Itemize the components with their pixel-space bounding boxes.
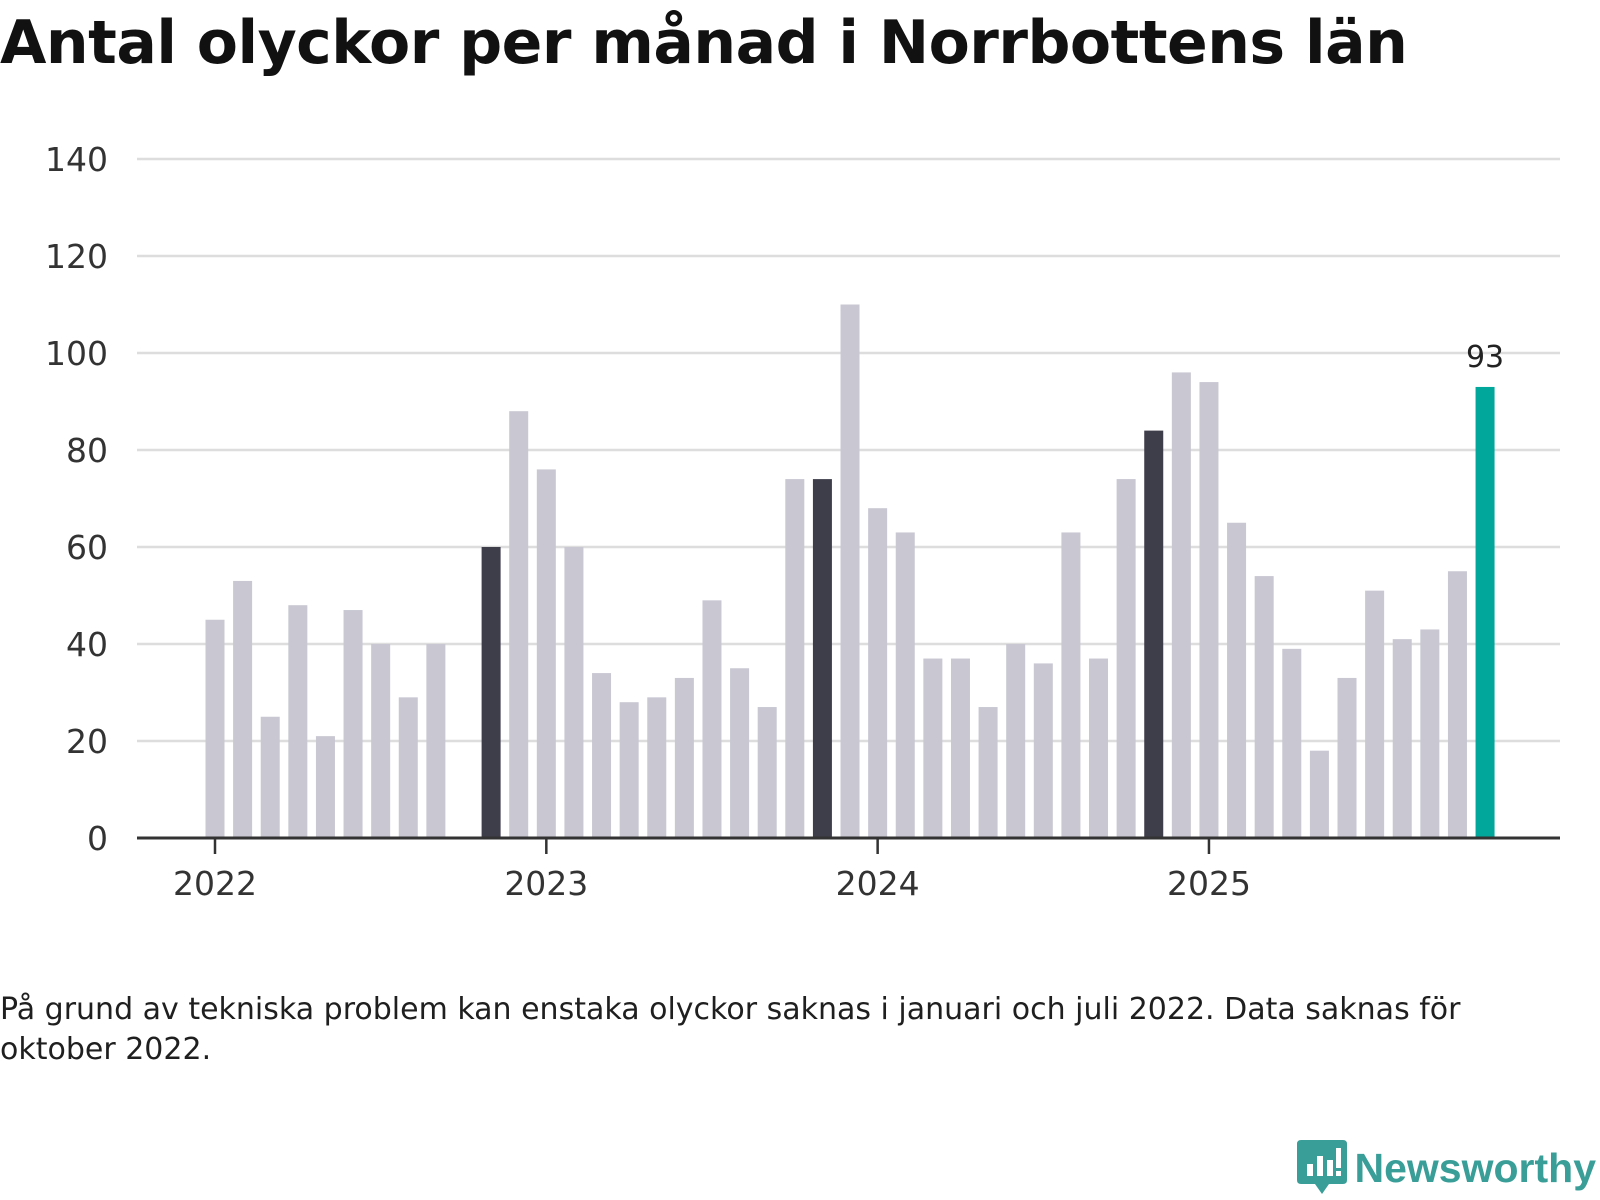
bar-2022-01 <box>205 619 225 838</box>
bar-2024-09 <box>1089 658 1109 838</box>
y-tick-label: 140 <box>45 140 108 179</box>
bar-2025-01 <box>1199 382 1219 838</box>
y-tick-label: 80 <box>66 431 108 470</box>
bar-2025-07 <box>1365 590 1385 838</box>
y-tick-label: 40 <box>66 625 108 664</box>
bar-2024-06 <box>1006 644 1026 838</box>
bar-2023-02 <box>564 547 584 838</box>
bar-2025-05 <box>1309 750 1329 838</box>
x-tick-label: 2024 <box>836 864 920 903</box>
brand-name: Newsworthy <box>1354 1144 1597 1191</box>
bar-2022-09 <box>426 644 446 838</box>
bar-2022-11 <box>481 547 501 838</box>
y-axis-ticks: 0 20 40 60 80 100 120 140 <box>45 140 108 858</box>
bar-2023-08 <box>730 668 750 838</box>
x-tick-label: 2023 <box>504 864 588 903</box>
bar-2023-05 <box>647 697 667 838</box>
y-tick-label: 20 <box>66 722 108 761</box>
y-tick-label: 100 <box>45 334 108 373</box>
bar-2024-03 <box>923 658 943 838</box>
bar-2023-04 <box>619 702 639 838</box>
bar-2024-08 <box>1061 532 1081 838</box>
bar-2023-03 <box>592 673 612 838</box>
bar-2024-05 <box>978 707 998 838</box>
bar-2023-11 <box>812 479 832 838</box>
bar-2025-09 <box>1420 629 1440 838</box>
bar-2024-11 <box>1144 430 1164 838</box>
x-tick-label: 2022 <box>173 864 257 903</box>
bar-2025-03 <box>1254 576 1274 838</box>
bar-2024-04 <box>950 658 970 838</box>
bar-2022-04 <box>288 605 308 838</box>
bar-2023-06 <box>674 677 694 838</box>
data-labels: 93 <box>1466 340 1504 375</box>
bar-2022-03 <box>260 716 280 838</box>
bar-chart: 0 20 40 60 80 100 120 140 93 2022 2023 2024 2025 <box>45 140 1560 903</box>
latest-value-label: 93 <box>1466 340 1504 375</box>
y-tick-label: 120 <box>45 237 108 276</box>
bar-2022-02 <box>233 580 253 838</box>
bar-2024-10 <box>1116 479 1136 838</box>
bar-2022-05 <box>315 736 335 838</box>
bar-2025-04 <box>1282 648 1302 838</box>
bar-2025-02 <box>1227 522 1247 838</box>
footnote: På grund av tekniska problem kan enstaka… <box>0 992 1461 1067</box>
bar-2024-01 <box>868 508 888 838</box>
bar-2022-07 <box>371 644 391 838</box>
bar-2025-06 <box>1337 677 1357 838</box>
bar-2023-09 <box>757 707 777 838</box>
bar-2022-06 <box>343 610 363 838</box>
bar-2025-10 <box>1447 571 1467 838</box>
y-tick-label: 0 <box>87 819 108 858</box>
bar-2023-12 <box>840 304 860 838</box>
x-axis-ticks: 2022 2023 2024 2025 <box>173 838 1251 903</box>
bar-2023-10 <box>785 479 805 838</box>
newsworthy-chat-bars-icon <box>1296 1140 1347 1194</box>
bar-2023-07 <box>702 600 722 838</box>
bar-2023-01 <box>536 469 556 838</box>
bars <box>205 304 1495 838</box>
newsworthy-logo: Newsworthy <box>1295 1138 1597 1198</box>
bar-2024-12 <box>1171 372 1191 838</box>
bar-2022-12 <box>509 411 529 838</box>
bar-2024-02 <box>895 532 915 838</box>
bar-2025-08 <box>1392 639 1412 838</box>
chart-title: Antal olyckor per månad i Norrbottens lä… <box>0 8 1408 78</box>
x-tick-label: 2025 <box>1167 864 1251 903</box>
y-tick-label: 60 <box>66 528 108 567</box>
bar-2024-07 <box>1033 663 1053 838</box>
bar-2022-08 <box>398 697 418 838</box>
bar-latest <box>1475 386 1495 838</box>
